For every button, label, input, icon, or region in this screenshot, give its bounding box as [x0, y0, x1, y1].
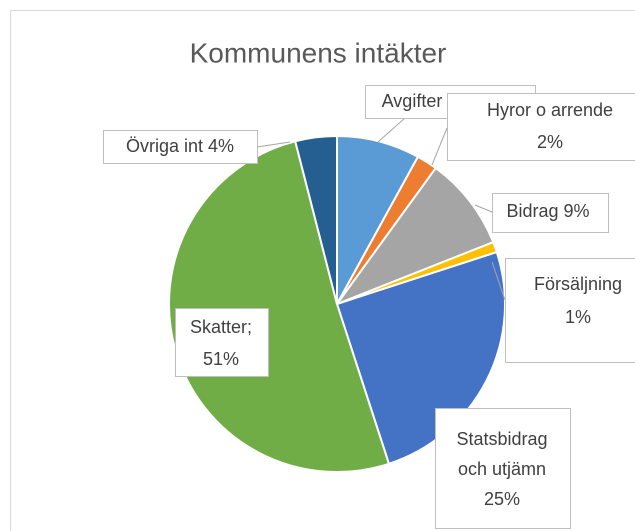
- label-box: [505, 258, 635, 363]
- data-label: 1%: [565, 307, 591, 327]
- label-box: [492, 193, 609, 233]
- label-box: [103, 130, 258, 164]
- label-box: [447, 93, 635, 161]
- data-label: 51%: [203, 349, 239, 369]
- data-label: Statsbidrag: [456, 429, 547, 449]
- data-label: Hyror o arrende: [487, 100, 613, 120]
- label-box: [175, 308, 269, 377]
- pie-slice: [334, 166, 495, 307]
- leader-lines: [256, 117, 506, 301]
- pie-slice: [294, 134, 338, 305]
- data-label: Skatter;: [190, 317, 252, 337]
- data-label: Övriga int 4%: [126, 136, 234, 156]
- data-label: Försäljning: [534, 274, 622, 294]
- chart-title: Kommunens intäkter: [190, 37, 447, 68]
- data-label: 2%: [537, 132, 563, 152]
- data-label: och utjämn: [458, 459, 546, 479]
- label-box: [435, 408, 571, 529]
- data-label: Bidrag 9%: [506, 201, 589, 221]
- data-label: 25%: [484, 489, 520, 509]
